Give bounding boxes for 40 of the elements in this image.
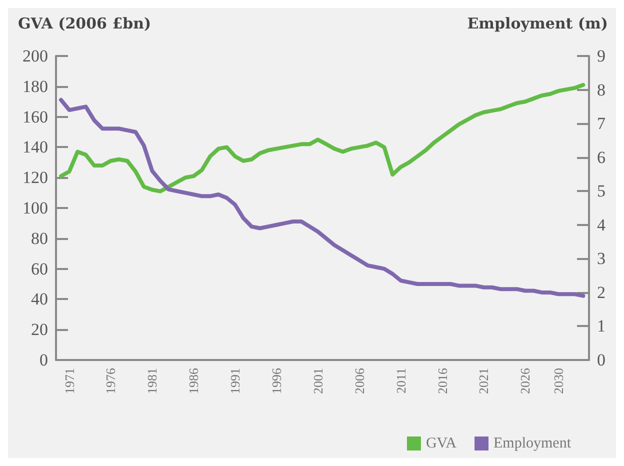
x-tick-label: 1971 [62,368,77,394]
legend-label: GVA [426,436,457,452]
x-tick-label: 1986 [186,368,202,394]
y2-tick-label: 4 [597,215,606,234]
line-series [58,82,586,194]
x-tick-label: 1991 [228,368,243,394]
y2-tick-label: 2 [597,282,606,302]
x-tick-label: 2030 [550,368,566,394]
y2-axis-title: Employment (m) [467,14,608,32]
y2-tick-label: 3 [597,249,606,268]
x-tick-label: 2026 [518,368,533,394]
x-tick-label: 1981 [144,368,160,394]
y2-tick-label: 5 [597,182,606,201]
x-tick-label: 2011 [393,368,408,394]
y-tick-label: 180 [22,76,48,96]
line-series [58,98,586,298]
x-tick-label: 2016 [434,368,450,394]
y2-tick-label: 1 [597,316,606,336]
y2-tick-label: 8 [597,80,606,100]
legend-label: Employment [494,436,572,452]
y-tick-label: 0 [40,350,48,370]
y2-tick-label: 6 [597,148,606,167]
y-tick-label: 200 [22,46,48,66]
x-tick-label: 1976 [103,368,118,394]
y-tick-label: 100 [22,198,48,218]
y-tick-label: 60 [31,259,48,278]
y-tick-label: 140 [22,138,48,157]
y2-tick-label: 7 [597,114,606,134]
x-tick-label: 1996 [268,368,284,394]
y-axis-title: GVA (2006 £bn) [18,14,152,32]
x-tick-label: 2006 [352,368,367,394]
y-tick-label: 80 [31,228,48,248]
y-tick-label: 120 [22,168,48,188]
x-tick-label: 2001 [310,368,326,394]
y-tick-label: 40 [31,290,48,309]
y-tick-label: 20 [31,320,48,340]
y2-tick-label: 0 [597,350,606,370]
y-tick-label: 160 [22,107,48,126]
x-tick-label: 2021 [476,368,492,394]
y2-tick-label: 9 [597,46,606,66]
